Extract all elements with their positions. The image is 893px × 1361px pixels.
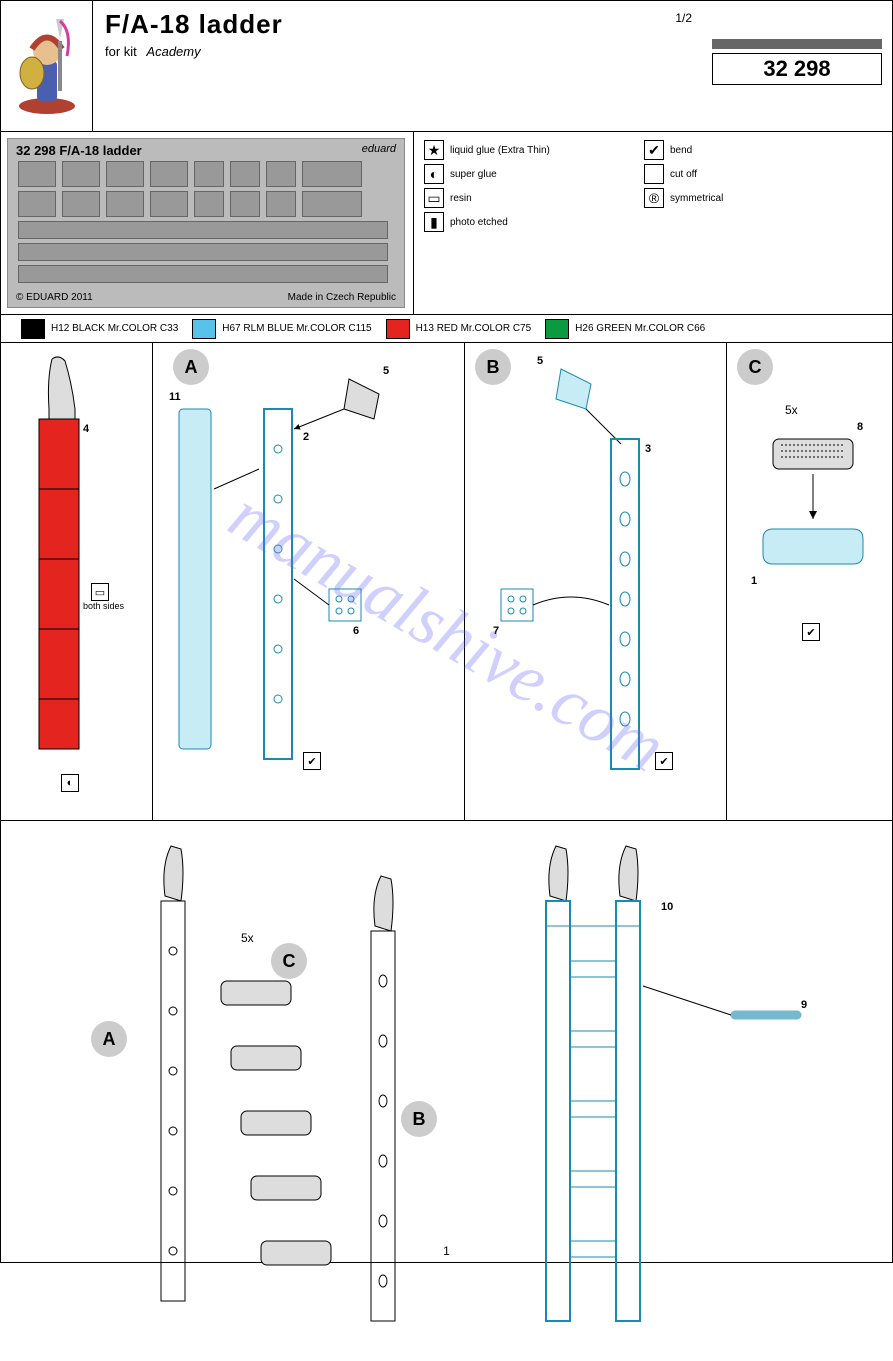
header: F/A-18 ladder for kit Academy 1/2 32 298 xyxy=(1,1,892,132)
product-title: F/A-18 ladder xyxy=(105,9,880,40)
part-num: 4 xyxy=(83,423,89,435)
logo-cell xyxy=(1,1,93,131)
part-number: 32 298 xyxy=(712,53,882,85)
ref-circle-c: C xyxy=(271,943,307,979)
part-num: 5 xyxy=(537,355,543,367)
bend-symbol: ✔ xyxy=(802,623,820,641)
color-bar: H12 BLACK Mr.COLOR C33 H67 RLM BLUE Mr.C… xyxy=(1,315,892,343)
fret-parts xyxy=(18,161,394,285)
resin-symbol: ▭ xyxy=(91,583,109,601)
bar-decoration xyxy=(712,39,882,49)
legend-text: photo etched xyxy=(450,217,508,228)
page-number: 1 xyxy=(1,1244,892,1258)
color-red: H13 RED Mr.COLOR C75 xyxy=(372,319,532,339)
legend-text: liquid glue (Extra Thin) xyxy=(450,145,550,156)
mascot-icon xyxy=(12,11,82,121)
legend-text: bend xyxy=(670,145,692,156)
step-circle: A xyxy=(173,349,209,385)
step-panel-1: 4 ▭ both sides ◐ xyxy=(1,343,153,820)
swatch xyxy=(545,319,569,339)
part-drawing xyxy=(733,419,893,719)
color-blue: H67 RLM BLUE Mr.COLOR C115 xyxy=(178,319,371,339)
color-label: H26 GREEN Mr.COLOR C66 xyxy=(575,323,705,334)
part-drawing xyxy=(7,349,147,809)
page: F/A-18 ladder for kit Academy 1/2 32 298… xyxy=(0,0,893,1263)
legend-text: super glue xyxy=(450,169,497,180)
symm-icon: ® xyxy=(644,188,664,208)
glue-icon: ◐ xyxy=(424,164,444,184)
ref-circle-a: A xyxy=(91,1021,127,1057)
bend-icon: ✔ xyxy=(644,140,664,160)
step-panel-2: A xyxy=(153,343,465,820)
fret-copyright: © EDUARD 2011 xyxy=(16,292,93,303)
fret-image: 32 298 F/A-18 ladder eduard xyxy=(7,138,405,308)
part-num: 1 xyxy=(751,575,757,587)
glue-symbol: ◐ xyxy=(61,774,79,792)
step-circle: C xyxy=(737,349,773,385)
fret-cell: 32 298 F/A-18 ladder eduard xyxy=(1,132,414,314)
cut-icon xyxy=(644,164,664,184)
part-num: 8 xyxy=(857,421,863,433)
fret-title: 32 298 F/A-18 ladder xyxy=(16,143,142,158)
part-num: 10 xyxy=(661,901,673,913)
legend-item: ® symmetrical xyxy=(644,188,723,208)
kit-for-label: for kit xyxy=(105,44,137,59)
step-panel-assembly: A C B 5x 10 9 xyxy=(1,821,892,1361)
legend-col2: ✔ bend cut off ® symmetrical xyxy=(644,140,723,212)
steps-row1: 4 ▭ both sides ◐ A xyxy=(1,343,892,821)
bend-symbol: ✔ xyxy=(655,752,673,770)
color-green: H26 GREEN Mr.COLOR C66 xyxy=(531,319,705,339)
legend-text: cut off xyxy=(670,169,697,180)
step-circle: B xyxy=(475,349,511,385)
legend-text: resin xyxy=(450,193,472,204)
color-label: H12 BLACK Mr.COLOR C33 xyxy=(51,323,178,334)
treads xyxy=(221,981,331,1265)
step-panel-3: B 5 3 7 ✔ xyxy=(465,343,727,820)
note: both sides xyxy=(83,601,124,611)
color-black: H12 BLACK Mr.COLOR C33 xyxy=(7,319,178,339)
brand-badge: eduard xyxy=(362,143,396,155)
step-panel-4: C 8 1 5x ✔ xyxy=(727,343,893,820)
legend-cell: ★ liquid glue (Extra Thin) ◐ super glue ▭ r… xyxy=(414,132,892,314)
bend-symbol: ✔ xyxy=(303,752,321,770)
part-drawing xyxy=(159,349,459,809)
part-num: 5 xyxy=(383,365,389,377)
legend-text: symmetrical xyxy=(670,193,723,204)
swatch xyxy=(386,319,410,339)
part-drawing xyxy=(471,349,721,809)
resin-icon: ▭ xyxy=(424,188,444,208)
qty-label: 5x xyxy=(785,403,798,417)
kit-name: Academy xyxy=(146,44,200,59)
legend-item: ▮ photo etched xyxy=(424,212,882,232)
fret-made-in: Made in Czech Republic xyxy=(288,292,396,303)
legend-item: cut off xyxy=(644,164,723,184)
star-icon: ★ xyxy=(424,140,444,160)
part-num: 6 xyxy=(353,625,359,637)
swatch xyxy=(192,319,216,339)
legend-section: 32 298 F/A-18 ladder eduard xyxy=(1,132,892,315)
part-num: 9 xyxy=(801,999,807,1011)
swatch xyxy=(21,319,45,339)
legend-item: ✔ bend xyxy=(644,140,723,160)
part-num: 7 xyxy=(493,625,499,637)
color-label: H13 RED Mr.COLOR C75 xyxy=(416,323,532,334)
pe-icon: ▮ xyxy=(424,212,444,232)
part-num: 2 xyxy=(303,431,309,443)
header-main: F/A-18 ladder for kit Academy 1/2 32 298 xyxy=(93,1,892,131)
assembly-drawing xyxy=(11,831,881,1351)
part-number-box: 32 298 xyxy=(712,39,882,85)
qty-label: 5x xyxy=(241,931,254,945)
page-label: 1/2 xyxy=(675,11,692,25)
color-label: H67 RLM BLUE Mr.COLOR C115 xyxy=(222,323,371,334)
part-num: 3 xyxy=(645,443,651,455)
part-num: 11 xyxy=(169,391,181,403)
ref-circle-b: B xyxy=(401,1101,437,1137)
